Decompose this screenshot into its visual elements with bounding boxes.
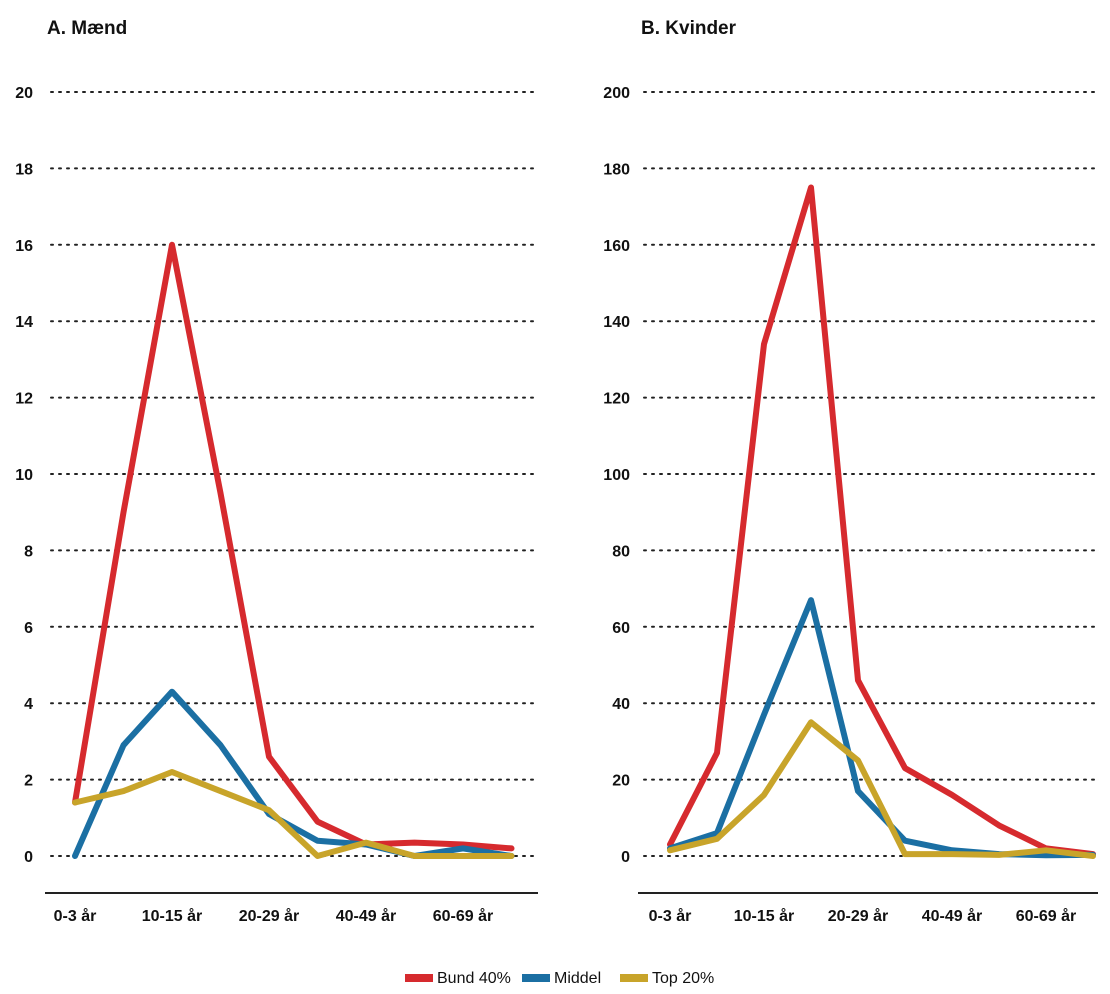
y-tick-label: 160 xyxy=(603,238,630,255)
y-tick-label: 80 xyxy=(612,543,630,560)
y-tick-label: 0 xyxy=(621,849,630,866)
panel-title: A. Mænd xyxy=(47,18,127,39)
x-tick-label: 40-49 år xyxy=(336,907,397,925)
legend: Bund 40% Middel Top 20% xyxy=(405,970,714,987)
y-tick-label: 18 xyxy=(15,161,33,178)
legend-label: Middel xyxy=(554,970,601,987)
series-line-1 xyxy=(72,241,515,852)
y-tick-label: 60 xyxy=(612,620,630,637)
panel-women: B. Kvinder 0 20 40 60 80 100 120 140 160 180 200 0-3… xyxy=(603,18,1099,925)
y-tick-label: 6 xyxy=(24,620,33,637)
y-tick-label: 120 xyxy=(603,391,630,408)
x-tick-label: 0-3 år xyxy=(649,907,692,925)
legend-swatch xyxy=(522,974,550,982)
y-tick-label: 4 xyxy=(24,696,33,713)
y-tick-label: 40 xyxy=(612,696,630,713)
y-tick-label: 20 xyxy=(612,773,630,790)
panel-title: B. Kvinder xyxy=(641,18,737,39)
legend-label: Top 20% xyxy=(652,970,714,987)
series-line-3 xyxy=(667,719,1096,859)
y-tick-label: 200 xyxy=(603,85,630,102)
x-tick-label: 40-49 år xyxy=(922,907,983,925)
y-tick-label: 8 xyxy=(24,543,33,560)
x-tick-label: 20-29 år xyxy=(828,907,889,925)
y-tick-label: 14 xyxy=(15,314,33,331)
series-line-1 xyxy=(667,184,1096,858)
panel-men: A. Mænd 0 2 4 6 8 10 12 14 16 18 20 0-3 år 10-15 år 20… xyxy=(15,18,539,925)
y-tick-label: 20 xyxy=(15,85,33,102)
x-tick-label: 10-15 år xyxy=(142,907,203,925)
y-tick-label: 2 xyxy=(24,773,33,790)
y-tick-label: 16 xyxy=(15,238,33,255)
legend-swatch xyxy=(405,974,433,982)
x-tick-label: 60-69 år xyxy=(1016,907,1077,925)
y-tick-label: 12 xyxy=(15,391,33,408)
y-tick-label: 180 xyxy=(603,161,630,178)
legend-label: Bund 40% xyxy=(437,970,511,987)
series-line-3 xyxy=(72,769,515,859)
x-tick-label: 0-3 år xyxy=(54,907,97,925)
y-tick-label: 0 xyxy=(24,849,33,866)
x-tick-label: 10-15 år xyxy=(734,907,795,925)
x-tick-label: 60-69 år xyxy=(433,907,494,925)
x-tick-label: 20-29 år xyxy=(239,907,300,925)
series-line-2 xyxy=(72,688,515,859)
legend-swatch xyxy=(620,974,648,982)
y-tick-label: 100 xyxy=(603,467,630,484)
y-tick-label: 10 xyxy=(15,467,33,484)
y-tick-label: 140 xyxy=(603,314,630,331)
